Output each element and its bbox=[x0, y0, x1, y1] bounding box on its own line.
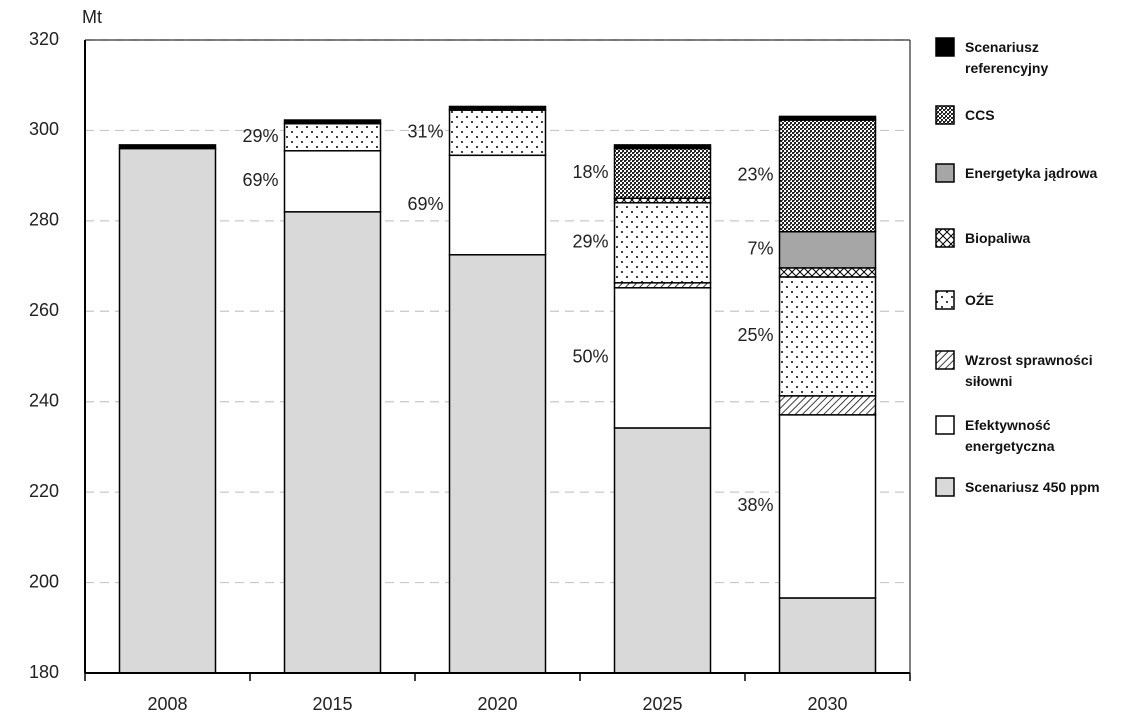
legend-label: CCS bbox=[965, 107, 995, 123]
legend-item: Efektywność energetyczna bbox=[935, 415, 1115, 457]
legend-label: Wzrost sprawności siłowni bbox=[965, 352, 1093, 389]
share-label: 25% bbox=[737, 325, 773, 345]
legend-label: Efektywność energetyczna bbox=[965, 417, 1055, 454]
legend-swatch bbox=[935, 228, 955, 248]
share-label: 38% bbox=[737, 495, 773, 515]
y-tick-label: 180 bbox=[29, 662, 59, 682]
share-label: 29% bbox=[572, 232, 608, 252]
bar-segment bbox=[778, 230, 877, 269]
bar-segment bbox=[778, 119, 877, 233]
x-tick-label: 2030 bbox=[807, 694, 847, 714]
share-label: 23% bbox=[737, 165, 773, 185]
y-tick-label: 220 bbox=[29, 481, 59, 501]
bar-segment bbox=[613, 147, 712, 199]
y-tick-label: 200 bbox=[29, 571, 59, 591]
bar-segment bbox=[778, 276, 877, 397]
bar-segment bbox=[778, 597, 877, 674]
legend-label: OŹE bbox=[965, 292, 994, 308]
y-tick-label: 260 bbox=[29, 300, 59, 320]
legend-swatch bbox=[935, 415, 955, 435]
y-tick-label: 240 bbox=[29, 390, 59, 410]
y-tick-label: 280 bbox=[29, 210, 59, 230]
share-label: 18% bbox=[572, 162, 608, 182]
bar-segment bbox=[283, 150, 382, 213]
legend-label: Biopaliwa bbox=[965, 230, 1031, 246]
x-tick-label: 2015 bbox=[312, 694, 352, 714]
legend-item: Scenariusz 450 ppm bbox=[935, 477, 1115, 498]
legend-swatch bbox=[935, 350, 955, 370]
bar-segment bbox=[613, 144, 712, 150]
bar-segment bbox=[448, 254, 547, 674]
x-tick-label: 2025 bbox=[642, 694, 682, 714]
legend-swatch bbox=[935, 105, 955, 125]
bar-segment bbox=[283, 211, 382, 674]
bar-segment bbox=[613, 202, 712, 284]
legend-label: Energetyka jądrowa bbox=[965, 165, 1098, 181]
legend-swatch bbox=[935, 37, 955, 57]
legend-item: Wzrost sprawności siłowni bbox=[935, 350, 1115, 392]
bar-segment bbox=[778, 267, 877, 278]
y-tick-label: 320 bbox=[29, 29, 59, 49]
bar-segment bbox=[778, 395, 877, 416]
bar-segment bbox=[283, 122, 382, 152]
legend-item: Scenariusz referencyjny bbox=[935, 37, 1115, 79]
bar-segment bbox=[778, 414, 877, 599]
legend-label: Scenariusz 450 ppm bbox=[965, 479, 1100, 495]
bar-segment bbox=[283, 119, 382, 125]
share-label: 7% bbox=[747, 239, 773, 259]
legend-label: Scenariusz referencyjny bbox=[965, 39, 1049, 76]
share-label: 29% bbox=[242, 126, 278, 146]
y-axis-label: Mt bbox=[82, 7, 102, 27]
legend-swatch bbox=[935, 163, 955, 183]
share-label: 50% bbox=[572, 347, 608, 367]
share-label: 31% bbox=[407, 121, 443, 141]
legend-item: Energetyka jądrowa bbox=[935, 163, 1115, 184]
x-tick-label: 2020 bbox=[477, 694, 517, 714]
share-label: 69% bbox=[407, 194, 443, 214]
bar-segment bbox=[118, 147, 217, 674]
legend-item: OŹE bbox=[935, 290, 1115, 311]
bar-segment bbox=[613, 427, 712, 674]
x-tick-label: 2008 bbox=[147, 694, 187, 714]
legend-swatch bbox=[935, 477, 955, 497]
legend-item: CCS bbox=[935, 105, 1115, 126]
y-tick-label: 300 bbox=[29, 119, 59, 139]
bar-segment bbox=[613, 287, 712, 429]
legend-swatch bbox=[935, 290, 955, 310]
bar-segment bbox=[118, 144, 217, 150]
bar-segment bbox=[448, 109, 547, 157]
bar-segment bbox=[448, 105, 547, 111]
share-label: 69% bbox=[242, 170, 278, 190]
bar-segment bbox=[448, 154, 547, 256]
legend-item: Biopaliwa bbox=[935, 228, 1115, 249]
bar-segment bbox=[778, 115, 877, 121]
